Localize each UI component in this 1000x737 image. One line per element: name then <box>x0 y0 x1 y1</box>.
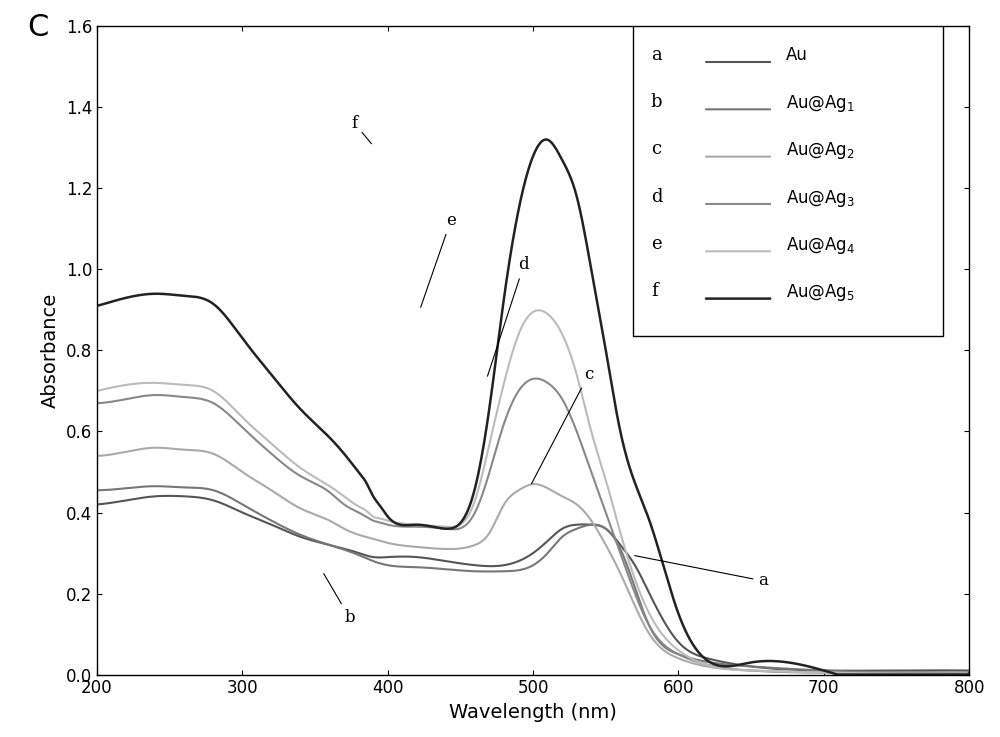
Text: f: f <box>651 282 658 301</box>
Au@Ag$_2$ <box>788 668 800 677</box>
Au@Ag$_4$ <box>691 657 703 666</box>
Au@Ag$_2$ <box>476 537 488 545</box>
Text: f: f <box>651 282 658 301</box>
Au <box>849 666 861 675</box>
Text: Au@Ag$_2$: Au@Ag$_2$ <box>786 141 855 161</box>
Text: a: a <box>651 46 662 64</box>
Au@Ag$_5$ <box>788 659 800 668</box>
Au@Ag$_1$ <box>91 486 103 495</box>
Au@Ag$_4$ <box>917 669 929 678</box>
Line: Au@Ag$_5$: Au@Ag$_5$ <box>97 139 969 674</box>
Au@Ag$_5$ <box>475 455 487 464</box>
Text: c: c <box>532 366 593 483</box>
Text: b: b <box>651 93 662 111</box>
Au@Ag$_4$ <box>180 380 192 389</box>
Text: Au@Ag$_4$: Au@Ag$_4$ <box>786 235 855 256</box>
Au@Ag$_3$ <box>788 668 800 677</box>
Au@Ag$_4$ <box>788 668 800 677</box>
Text: c: c <box>651 141 661 158</box>
Au@Ag$_3$ <box>691 657 703 666</box>
Au@Ag$_5$ <box>180 292 192 301</box>
Au@Ag$_4$ <box>533 306 545 315</box>
Au@Ag$_5$ <box>691 646 703 654</box>
Au <box>163 492 175 500</box>
Au@Ag$_5$ <box>963 669 975 678</box>
Line: Au@Ag$_1$: Au@Ag$_1$ <box>97 486 969 673</box>
Au@Ag$_4$ <box>772 667 784 676</box>
Au@Ag$_3$ <box>530 374 542 383</box>
Text: a: a <box>635 556 768 590</box>
Text: b: b <box>651 93 662 111</box>
Au@Ag$_2$ <box>445 545 457 553</box>
Line: Au@Ag$_3$: Au@Ag$_3$ <box>97 379 969 674</box>
FancyBboxPatch shape <box>633 27 943 336</box>
Au@Ag$_1$ <box>445 565 457 574</box>
Text: Au@Ag$_3$: Au@Ag$_3$ <box>786 188 855 209</box>
Text: f: f <box>351 115 371 144</box>
Line: Au@Ag$_2$: Au@Ag$_2$ <box>97 447 969 674</box>
Text: Au@Ag$_3$: Au@Ag$_3$ <box>786 188 855 209</box>
Text: Au@Ag$_5$: Au@Ag$_5$ <box>786 282 855 304</box>
Au@Ag$_5$ <box>832 670 844 679</box>
Au@Ag$_3$ <box>180 393 192 402</box>
Text: C: C <box>27 13 49 43</box>
Text: Au@Ag$_2$: Au@Ag$_2$ <box>786 141 855 161</box>
Au@Ag$_1$ <box>963 668 975 677</box>
Au@Ag$_5$ <box>444 524 456 533</box>
Au@Ag$_1$ <box>476 567 488 576</box>
Au@Ag$_4$ <box>475 475 487 483</box>
Text: a: a <box>651 46 662 64</box>
Au@Ag$_4$ <box>91 387 103 396</box>
Au <box>181 492 193 501</box>
Au <box>788 666 800 674</box>
Text: Au: Au <box>786 46 808 64</box>
Text: Au@Ag$_5$: Au@Ag$_5$ <box>786 282 855 304</box>
Text: d: d <box>487 256 529 376</box>
Text: d: d <box>651 188 662 206</box>
Au <box>772 665 784 674</box>
Text: Au@Ag$_1$: Au@Ag$_1$ <box>786 93 855 114</box>
Au@Ag$_5$ <box>540 135 552 144</box>
Au <box>91 500 103 509</box>
Au <box>963 666 975 675</box>
Au@Ag$_4$ <box>444 523 456 531</box>
Text: d: d <box>651 188 662 206</box>
Au@Ag$_3$ <box>772 668 784 677</box>
Au@Ag$_5$ <box>91 301 103 310</box>
Text: Au@Ag$_1$: Au@Ag$_1$ <box>786 93 855 114</box>
Au@Ag$_2$ <box>150 443 162 452</box>
Au@Ag$_2$ <box>772 667 784 676</box>
Au@Ag$_3$ <box>963 669 975 678</box>
Au@Ag$_1$ <box>149 482 161 491</box>
Au@Ag$_1$ <box>691 655 703 664</box>
Au@Ag$_2$ <box>926 669 938 678</box>
Au@Ag$_3$ <box>444 525 456 534</box>
Text: b: b <box>324 573 355 626</box>
Au@Ag$_1$ <box>181 483 193 492</box>
Line: Au@Ag$_4$: Au@Ag$_4$ <box>97 310 969 674</box>
Text: e: e <box>651 235 662 253</box>
Au <box>691 651 703 660</box>
Au@Ag$_2$ <box>181 445 193 454</box>
Text: e: e <box>421 212 456 307</box>
Au@Ag$_3$ <box>475 493 487 502</box>
Au@Ag$_2$ <box>91 451 103 460</box>
Au <box>445 557 457 566</box>
Au@Ag$_1$ <box>927 668 939 677</box>
Au@Ag$_2$ <box>691 660 703 668</box>
Au@Ag$_4$ <box>963 669 975 678</box>
Text: Au: Au <box>786 46 808 64</box>
Au@Ag$_5$ <box>772 657 784 666</box>
Au <box>476 562 488 570</box>
Au@Ag$_3$ <box>91 399 103 408</box>
Text: Au@Ag$_4$: Au@Ag$_4$ <box>786 235 855 256</box>
Y-axis label: Absorbance: Absorbance <box>41 293 60 408</box>
X-axis label: Wavelength (nm): Wavelength (nm) <box>449 703 617 722</box>
Line: Au: Au <box>97 496 969 671</box>
Text: c: c <box>651 141 661 158</box>
Au@Ag$_2$ <box>963 669 975 678</box>
Au@Ag$_1$ <box>772 664 784 673</box>
Text: e: e <box>651 235 662 253</box>
Au@Ag$_1$ <box>788 665 800 674</box>
